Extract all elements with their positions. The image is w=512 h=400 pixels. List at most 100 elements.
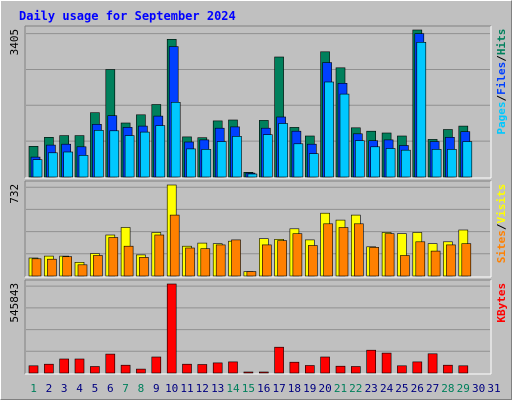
bar-sites-day-16 xyxy=(261,244,272,277)
bar-pages-day-12 xyxy=(201,149,212,178)
bar-sites-day-9 xyxy=(154,234,165,277)
bar-sites-day-8 xyxy=(139,257,149,277)
max-value-label: 3405 xyxy=(8,29,21,56)
bar-pages-day-10 xyxy=(170,102,181,178)
bar-kbytes-day-16 xyxy=(258,371,269,374)
bar-kbytes-day-10 xyxy=(166,283,177,374)
bar-pages-day-28 xyxy=(447,149,457,178)
bar-sites-day-1 xyxy=(31,258,42,277)
legend: Pages/Files/Hits xyxy=(495,29,508,135)
bar-sites-day-3 xyxy=(62,256,73,277)
bar-pages-day-24 xyxy=(385,148,396,178)
day-label-31: 31 xyxy=(487,382,500,395)
bar-pages-day-29 xyxy=(462,141,473,178)
day-label-13: 13 xyxy=(211,382,224,395)
bar-sites-day-29 xyxy=(461,243,472,277)
day-label-5: 5 xyxy=(92,382,99,395)
bar-sites-day-19 xyxy=(307,245,318,277)
bar-pages-day-7 xyxy=(124,135,135,178)
bar-pages-day-26 xyxy=(416,41,427,178)
day-label-18: 18 xyxy=(288,382,301,395)
bar-pages-day-5 xyxy=(94,130,104,178)
bar-kbytes-day-17 xyxy=(274,346,284,374)
bar-sites-day-4 xyxy=(77,264,88,277)
bar-kbytes-day-12 xyxy=(197,364,208,374)
bar-sites-day-23 xyxy=(369,247,380,277)
bar-sites-day-11 xyxy=(185,247,195,277)
day-label-6: 6 xyxy=(107,382,114,395)
bar-pages-day-15 xyxy=(247,173,258,178)
legend: Sites/Visits xyxy=(495,184,508,264)
bar-pages-day-11 xyxy=(186,148,196,178)
bar-kbytes-day-5 xyxy=(90,366,100,374)
bar-pages-day-19 xyxy=(308,153,319,178)
day-label-14: 14 xyxy=(226,382,240,395)
bar-kbytes-day-21 xyxy=(335,365,346,374)
bar-sites-day-25 xyxy=(400,255,410,277)
bar-sites-day-5 xyxy=(93,255,103,277)
bar-pages-day-25 xyxy=(401,149,411,178)
day-label-29: 29 xyxy=(457,382,470,395)
legend-pages: Pages xyxy=(495,101,508,134)
day-label-26: 26 xyxy=(411,382,424,395)
bar-sites-day-20 xyxy=(323,223,333,277)
bar-sites-day-14 xyxy=(231,239,241,277)
day-label-3: 3 xyxy=(61,382,68,395)
bar-pages-day-4 xyxy=(78,155,89,178)
bar-kbytes-day-23 xyxy=(366,349,377,374)
legend-separator: / xyxy=(495,94,508,101)
bar-kbytes-day-4 xyxy=(74,358,85,374)
bar-kbytes-day-15 xyxy=(243,371,254,374)
bar-kbytes-day-2 xyxy=(44,363,54,374)
bar-sites-day-28 xyxy=(446,244,456,277)
bar-kbytes-day-9 xyxy=(151,356,162,374)
bar-kbytes-day-7 xyxy=(120,364,131,374)
bar-pages-day-13 xyxy=(216,141,227,178)
bar-kbytes-day-26 xyxy=(412,361,423,374)
day-label-23: 23 xyxy=(365,382,378,395)
bar-kbytes-day-6 xyxy=(105,353,116,374)
legend-separator: / xyxy=(495,223,508,230)
bar-sites-day-10 xyxy=(169,214,180,277)
bar-pages-day-20 xyxy=(324,81,334,178)
day-label-21: 21 xyxy=(334,382,347,395)
bar-pages-day-1 xyxy=(32,159,43,178)
bar-kbytes-day-3 xyxy=(59,358,70,374)
bar-pages-day-23 xyxy=(370,146,381,178)
bar-sites-day-26 xyxy=(415,241,426,277)
day-label-12: 12 xyxy=(196,382,209,395)
bar-pages-day-17 xyxy=(278,123,288,178)
bar-kbytes-day-28 xyxy=(443,364,453,374)
day-label-28: 28 xyxy=(441,382,454,395)
legend-kbytes: KBytes xyxy=(495,283,508,323)
bar-kbytes-day-1 xyxy=(28,365,39,374)
day-label-25: 25 xyxy=(395,382,408,395)
max-value-label: 545843 xyxy=(8,283,21,323)
bar-pages-day-27 xyxy=(431,149,442,178)
day-label-15: 15 xyxy=(242,382,255,395)
panel-3: 545843 KBytes xyxy=(8,279,508,375)
legend-hits: Hits xyxy=(495,29,508,56)
bar-pages-day-3 xyxy=(63,151,74,178)
bar-kbytes-day-19 xyxy=(304,365,315,374)
bar-sites-day-6 xyxy=(108,237,119,277)
day-label-10: 10 xyxy=(165,382,178,395)
plot-area xyxy=(25,280,491,374)
bar-pages-day-22 xyxy=(354,140,365,178)
bar-kbytes-day-20 xyxy=(320,356,330,374)
chart-title: Daily usage for September 2024 xyxy=(19,9,236,23)
bar-sites-day-18 xyxy=(292,233,303,277)
day-label-24: 24 xyxy=(380,382,394,395)
day-label-16: 16 xyxy=(257,382,270,395)
bar-pages-day-21 xyxy=(339,93,350,178)
bar-pages-day-6 xyxy=(109,130,120,178)
bar-pages-day-16 xyxy=(262,134,273,178)
legend-visits: Visits xyxy=(495,184,508,224)
bar-kbytes-day-22 xyxy=(350,366,361,374)
bar-pages-day-9 xyxy=(155,125,166,178)
bar-sites-day-12 xyxy=(200,248,211,277)
day-label-20: 20 xyxy=(318,382,331,395)
bar-sites-day-2 xyxy=(47,258,57,277)
